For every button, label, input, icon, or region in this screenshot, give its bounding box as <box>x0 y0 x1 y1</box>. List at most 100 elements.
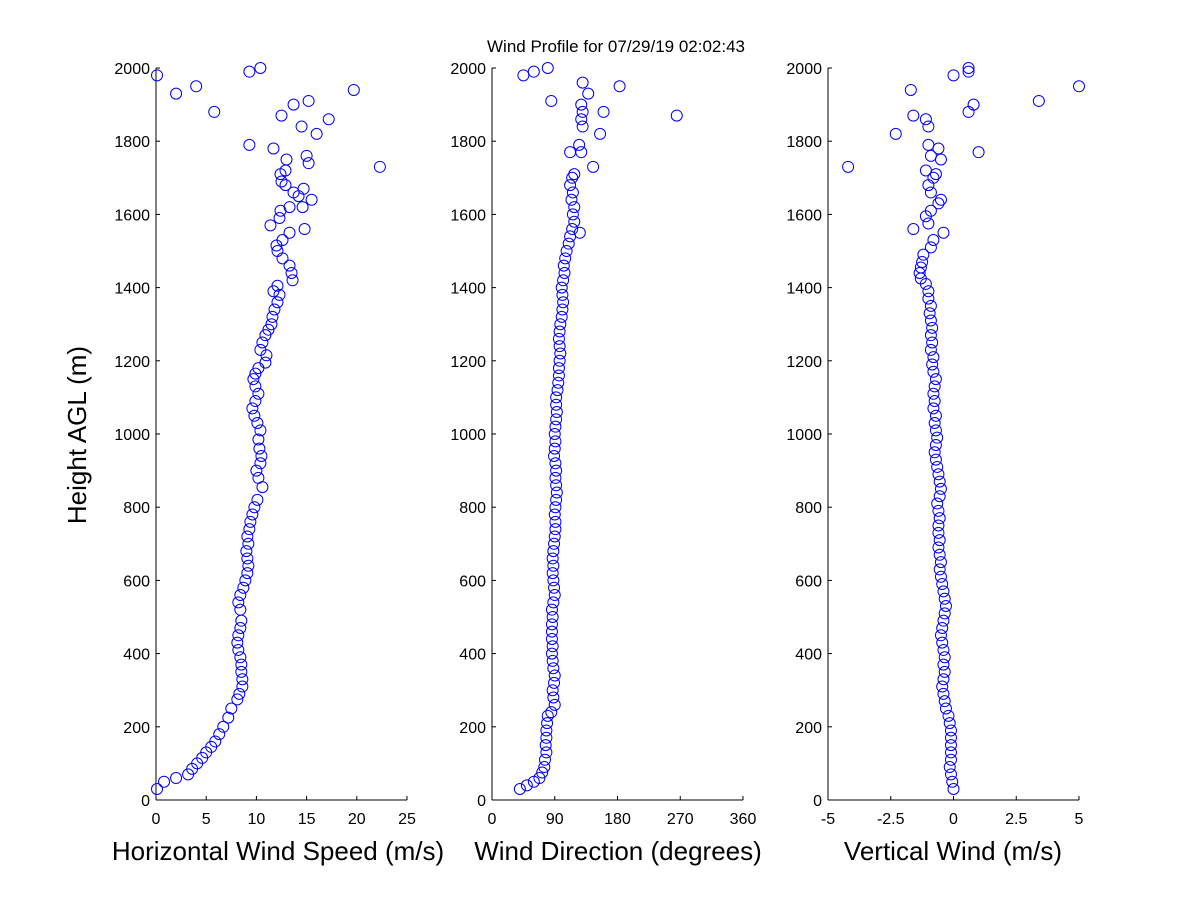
x-tick-label: -5 <box>821 811 835 828</box>
data-point <box>297 182 310 195</box>
data-point <box>545 625 558 638</box>
data-point <box>924 241 937 254</box>
data-point <box>922 138 935 151</box>
data-point <box>564 179 577 192</box>
data-point <box>151 783 164 796</box>
y-tick-label: 1400 <box>786 281 822 298</box>
data-point <box>924 186 937 199</box>
data-point <box>265 318 278 331</box>
data-point <box>280 153 293 166</box>
data-point <box>539 739 552 752</box>
data-point <box>251 417 264 430</box>
data-point <box>932 519 945 532</box>
data-point <box>545 647 558 660</box>
data-point <box>240 545 253 558</box>
data-point <box>232 629 245 642</box>
xlabel-horizontal-wind-speed: Horizontal Wind Speed (m/s) <box>112 836 444 866</box>
data-point <box>932 197 945 210</box>
y-tick-label: 200 <box>123 720 150 737</box>
data-point <box>936 621 949 634</box>
data-point <box>252 387 265 400</box>
data-point <box>929 438 942 451</box>
data-point <box>545 632 558 645</box>
data-point <box>548 676 561 689</box>
data-point <box>576 105 589 118</box>
data-point <box>275 175 288 188</box>
y-tick-label: 2000 <box>450 61 486 78</box>
data-point <box>597 105 610 118</box>
data-point <box>936 578 949 591</box>
data-point <box>550 479 563 492</box>
data-point <box>547 596 560 609</box>
data-point <box>295 120 308 133</box>
x-tick-label: 2.5 <box>1005 811 1027 828</box>
data-point <box>938 607 951 620</box>
data-point <box>907 223 920 236</box>
data-point <box>929 168 942 181</box>
data-point <box>254 343 267 356</box>
data-point <box>927 402 940 415</box>
data-point <box>550 391 563 404</box>
x-tick-label: 180 <box>604 811 631 828</box>
data-point <box>938 665 951 678</box>
data-point <box>548 428 561 440</box>
data-point <box>937 643 950 656</box>
data-point <box>158 775 171 788</box>
data-point <box>557 274 570 287</box>
data-point <box>927 234 940 247</box>
data-point <box>243 65 256 78</box>
data-point <box>934 556 947 569</box>
data-point <box>972 146 985 159</box>
x-tick-label: 20 <box>348 811 366 828</box>
data-point <box>962 105 975 118</box>
x-tick-label: 0 <box>152 811 161 828</box>
data-point <box>944 731 957 744</box>
data-point <box>547 691 560 704</box>
data-point <box>938 695 951 708</box>
data-point <box>237 581 250 594</box>
data-point <box>249 380 262 393</box>
data-point <box>929 453 942 466</box>
data-point <box>541 717 554 730</box>
data-point <box>947 69 960 82</box>
data-point <box>259 356 272 369</box>
data-point <box>928 395 941 408</box>
data-point <box>556 288 569 301</box>
data-point <box>937 658 950 671</box>
data-point <box>547 662 560 675</box>
data-point <box>540 724 553 737</box>
data-point <box>937 687 950 700</box>
data-point <box>246 508 259 521</box>
data-point <box>235 614 248 627</box>
y-tick-label: 800 <box>123 500 150 517</box>
data-point <box>347 83 360 96</box>
y-tick-label: 2000 <box>786 61 822 78</box>
data-point <box>907 109 920 122</box>
data-point <box>932 468 945 481</box>
data-point <box>937 585 950 598</box>
data-point <box>552 332 565 345</box>
data-point <box>962 62 975 74</box>
data-point <box>550 486 563 499</box>
data-point <box>582 87 595 100</box>
data-point <box>927 387 940 400</box>
data-point <box>254 457 267 470</box>
data-point <box>546 552 559 565</box>
data-point <box>552 369 565 382</box>
data-point <box>264 219 277 232</box>
y-tick-label: 400 <box>795 647 822 664</box>
y-tick-label: 800 <box>795 500 822 517</box>
data-point <box>151 69 164 82</box>
data-point <box>548 669 561 682</box>
data-point <box>231 636 244 649</box>
data-point <box>217 720 230 733</box>
data-point <box>931 431 944 444</box>
data-point <box>576 76 589 89</box>
data-point <box>934 629 947 642</box>
data-point <box>546 611 559 623</box>
data-point <box>923 307 936 320</box>
data-point <box>549 435 562 448</box>
data-point <box>252 471 265 484</box>
x-tick-label: 0 <box>488 811 497 828</box>
data-point <box>546 640 559 653</box>
